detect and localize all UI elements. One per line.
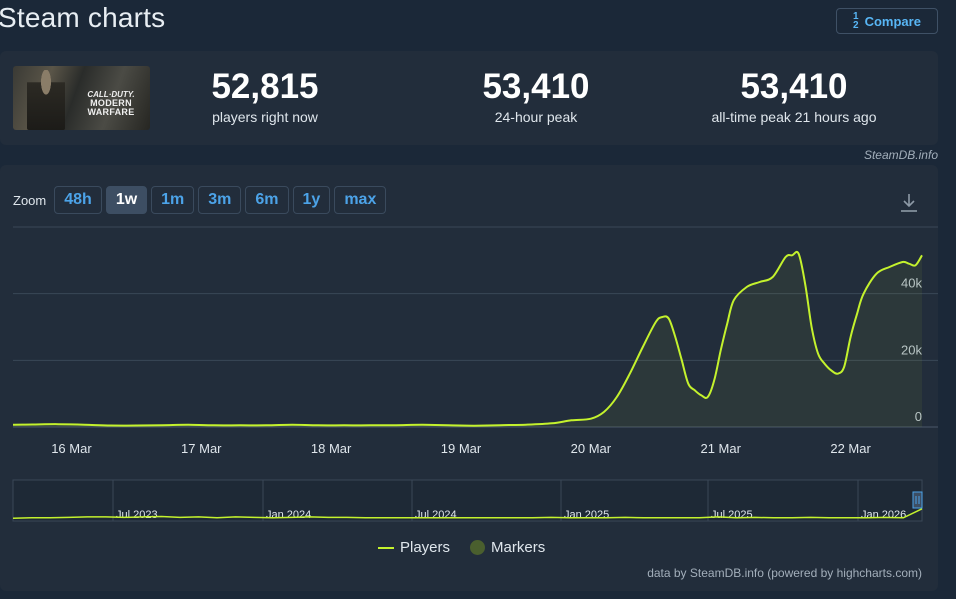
navigator-label: Jan 2024	[266, 509, 311, 521]
stat-24h-peak: 53,410 24-hour peak	[463, 67, 609, 126]
stat-label: 24-hour peak	[494, 109, 578, 125]
player-chart: 0 20k 40k 16 Mar 17 Mar 18 Mar 19 Mar 20 Mar 21 …	[12, 226, 938, 522]
x-tick-label: 18 Mar	[311, 441, 352, 456]
zoom-3m-button[interactable]: 3m	[198, 186, 242, 214]
navigator-label: Jul 2023	[116, 509, 158, 521]
stat-all-time-peak[interactable]: 53,410 all-time peak 21 hours ago	[684, 67, 904, 126]
legend-item-markers[interactable]: Markers	[470, 539, 545, 556]
chart-legend: Players Markers	[378, 539, 545, 556]
y-tick-label: 20k	[901, 342, 922, 357]
zoom-6m-button[interactable]: 6m	[245, 186, 289, 214]
legend-dot-swatch	[470, 540, 486, 555]
stat-label: players right now	[212, 109, 318, 125]
page-title: Steam charts	[0, 2, 166, 33]
y-tick-label: 0	[915, 409, 922, 424]
game-cover-image[interactable]: CALL·DUTY. MODERN WARFARE	[13, 66, 150, 130]
chart-credits[interactable]: data by SteamDB.info (powered by highcha…	[647, 566, 922, 580]
compare-label: Compare	[864, 13, 921, 29]
chart-panel: 0 20k 40k 16 Mar 17 Mar 18 Mar 19 Mar 20 Mar 21 …	[0, 165, 938, 591]
players-area	[13, 251, 922, 427]
x-tick-label: 16 Mar	[51, 441, 92, 456]
stat-value: 52,815	[211, 67, 319, 106]
stats-panel: CALL·DUTY. MODERN WARFARE 52,815 players…	[0, 51, 938, 145]
navigator-series-line	[12, 508, 923, 519]
stat-value: 53,410	[482, 67, 590, 106]
legend-item-players[interactable]: Players	[378, 539, 450, 556]
x-tick-label: 21 Mar	[700, 441, 741, 456]
players-series-line	[12, 250, 923, 427]
navigator-label: Jan 2026	[861, 509, 906, 521]
y-tick-label: 40k	[901, 276, 922, 291]
zoom-label: Zoom	[13, 192, 47, 208]
x-tick-label: 20 Mar	[571, 441, 612, 456]
steamdb-watermark: SteamDB.info	[863, 148, 938, 162]
zoom-1w-button[interactable]: 1w	[105, 186, 148, 214]
navigator-label: Jul 2024	[415, 509, 457, 521]
download-icon[interactable]	[899, 192, 919, 214]
zoom-48h-button[interactable]: 48h	[54, 186, 102, 214]
x-tick-label: 22 Mar	[830, 441, 871, 456]
zoom-1y-button[interactable]: 1y	[292, 186, 331, 214]
navigator-frame	[12, 479, 923, 522]
stat-players-now: 52,815 players right now	[200, 67, 330, 126]
navigator-label: Jan 2025	[564, 509, 609, 521]
zoom-max-button[interactable]: max	[334, 186, 387, 214]
zoom-1m-button[interactable]: 1m	[151, 186, 195, 214]
stat-label: all-time peak 21 hours ago	[711, 109, 877, 125]
stat-value: 53,410	[740, 67, 848, 106]
x-tick-label: 17 Mar	[181, 441, 222, 456]
zoom-controls: Zoom 48h 1w 1m 3m 6m 1y max	[13, 186, 387, 214]
game-logo: CALL·DUTY. MODERN WARFARE	[87, 90, 135, 117]
legend-line-swatch	[378, 546, 394, 549]
navigator-handle[interactable]	[912, 491, 923, 509]
navigator-label: Jul 2025	[711, 509, 753, 521]
x-tick-label: 19 Mar	[441, 441, 482, 456]
soldier-figure	[27, 70, 65, 130]
